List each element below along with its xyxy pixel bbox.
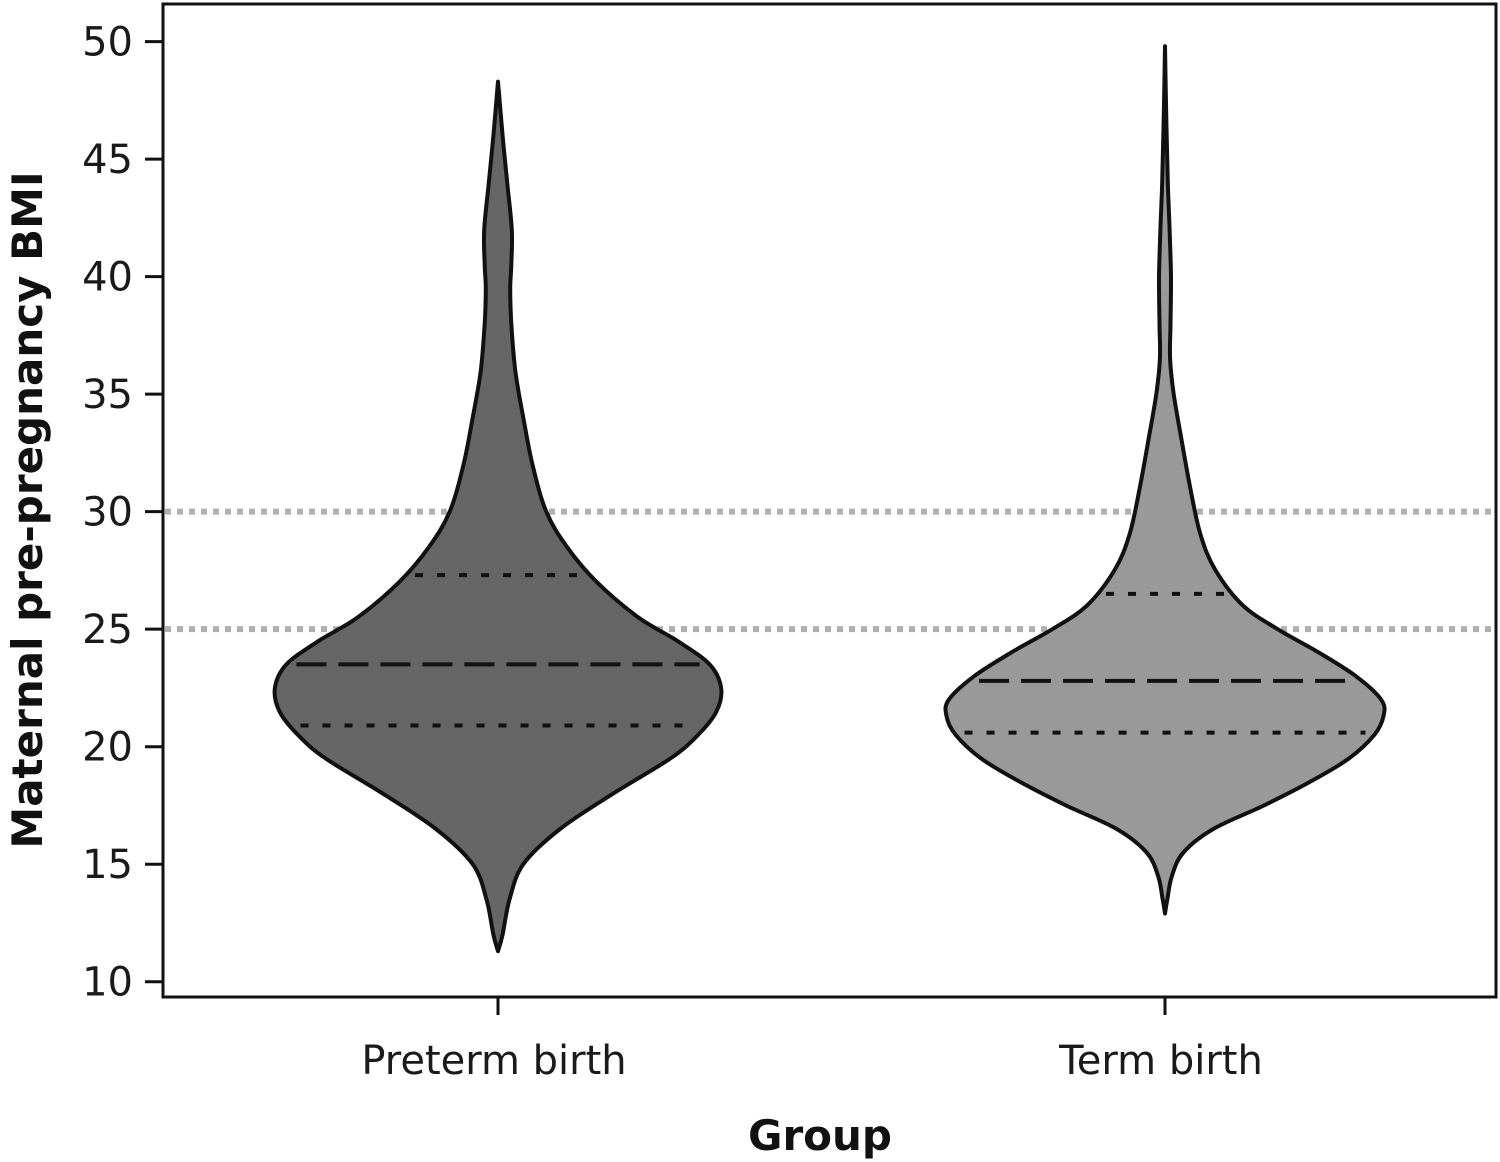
- y-tick-label-40: 40: [82, 255, 133, 301]
- violins: [272, 44, 1387, 954]
- y-tick-label-45: 45: [82, 137, 133, 183]
- quantile-lines: [296, 573, 1366, 735]
- y-tick-label-25: 25: [82, 607, 133, 653]
- violin-term-birth: [943, 44, 1387, 916]
- y-tick-label-35: 35: [82, 372, 133, 418]
- x-axis-title: Group: [748, 1111, 892, 1160]
- violin-preterm-birth: [272, 79, 724, 954]
- y-tick-label-20: 20: [82, 725, 133, 771]
- plot-frame: [161, 2, 1498, 999]
- x-axis: Preterm birth Term birth: [361, 997, 1263, 1084]
- y-tick-label-50: 50: [82, 20, 133, 66]
- y-tick-label-30: 30: [82, 490, 133, 536]
- y-axis-title: Maternal pre-pregnancy BMI: [3, 171, 52, 848]
- y-tick-label-10: 10: [82, 960, 133, 1006]
- x-tick-label-preterm-birth: Preterm birth: [361, 1038, 626, 1084]
- y-axis: 10 15 20 25 30 35 40 45 50: [82, 20, 163, 1006]
- y-tick-label-15: 15: [82, 842, 133, 888]
- x-tick-label-term-birth: Term birth: [1058, 1038, 1263, 1084]
